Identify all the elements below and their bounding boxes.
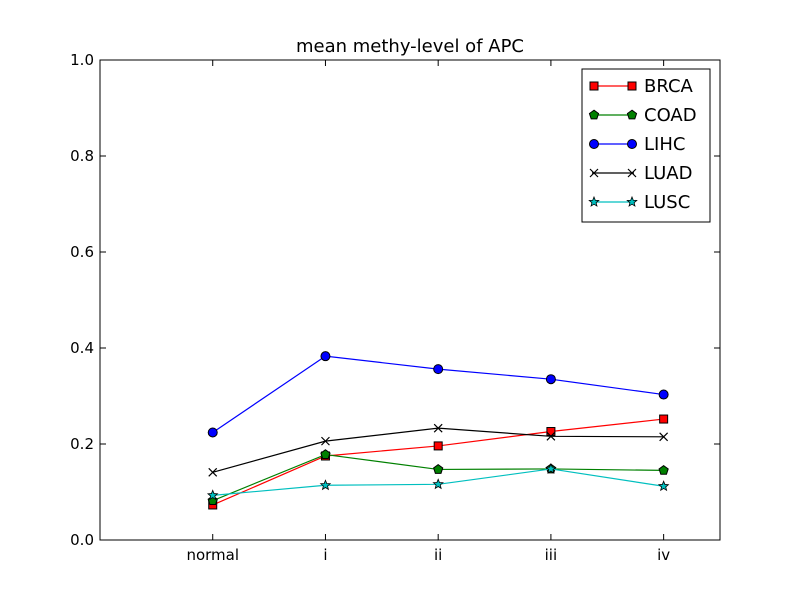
y-tick-label: 0.0 [70,531,94,549]
data-point-lusc-iv [657,480,670,492]
legend-label-lusc: LUSC [644,192,690,213]
y-tick-label: 0.6 [70,243,94,261]
legend-marker-lihc [589,139,599,149]
legend: BRCA COAD LIHC LUAD LUSC [581,68,711,223]
data-point-luad-normal [208,467,218,477]
data-point-lihc-iii [545,374,556,385]
legend-marker-coad [626,109,638,120]
legend-marker-lusc [626,195,638,207]
y-tick-label: 0.4 [70,339,94,357]
x-tick-label: normal [186,546,239,564]
series-line-coad [212,453,664,502]
x-tick-label: ii [434,546,442,564]
legend-marker-brca [589,81,599,91]
x-tick-label: i [323,546,327,564]
y-tick-label: 0.8 [70,147,94,165]
legend-marker-brca [627,81,637,91]
series-coad [207,449,669,506]
data-point-luad-iv [659,432,669,442]
data-point-coad-i [320,449,331,459]
legend-entry-lihc: LIHC [589,134,685,155]
series-lihc [207,351,669,438]
legend-marker-luad [589,168,599,178]
data-point-lusc-normal [206,489,219,501]
y-tick-label: 0.2 [70,435,94,453]
y-tick-label: 1.0 [70,51,94,69]
data-point-luad-i [321,436,330,446]
x-tick-label: iii [545,546,558,564]
series-line-brca [212,418,664,506]
data-point-luad-iii [546,431,556,441]
legend-label-brca: BRCA [644,76,694,97]
data-point-lusc-ii [432,478,444,490]
data-point-lihc-i [320,351,331,362]
x-tick-label: iv [657,546,670,564]
legend-entry-coad: COAD [588,105,697,126]
data-point-lihc-iv [658,389,669,400]
data-point-coad-ii [433,464,444,474]
data-point-lusc-iii [545,462,557,474]
legend-entry-brca: BRCA [589,76,694,97]
chart-title: mean methy-level of APC [296,36,524,57]
series-lusc [206,462,670,501]
data-point-lusc-i [319,479,332,491]
data-point-lihc-normal [207,427,218,438]
legend-marker-coad [588,109,600,120]
plot-frame [99,59,721,541]
legend-label-luad: LUAD [644,163,692,184]
legend-entry-lusc: LUSC [588,192,690,213]
series-luad [208,423,669,477]
legend-marker-luad [627,168,637,178]
legend-box [581,68,711,223]
legend-label-lihc: LIHC [644,134,685,155]
series-brca [208,414,669,510]
plot-area [206,351,670,510]
data-point-brca-iv [659,414,669,424]
data-point-luad-ii [433,423,443,433]
legend-entry-luad: LUAD [589,163,692,184]
axis-ticks: normal i ii iii iv0.00.20.40.60.81.0 [70,51,720,564]
legend-marker-lihc [627,139,637,149]
legend-marker-lusc [588,195,600,207]
data-point-brca-ii [433,441,443,451]
data-point-lihc-ii [433,364,444,375]
legend-label-coad: COAD [644,105,697,126]
data-point-coad-iv [658,464,669,475]
